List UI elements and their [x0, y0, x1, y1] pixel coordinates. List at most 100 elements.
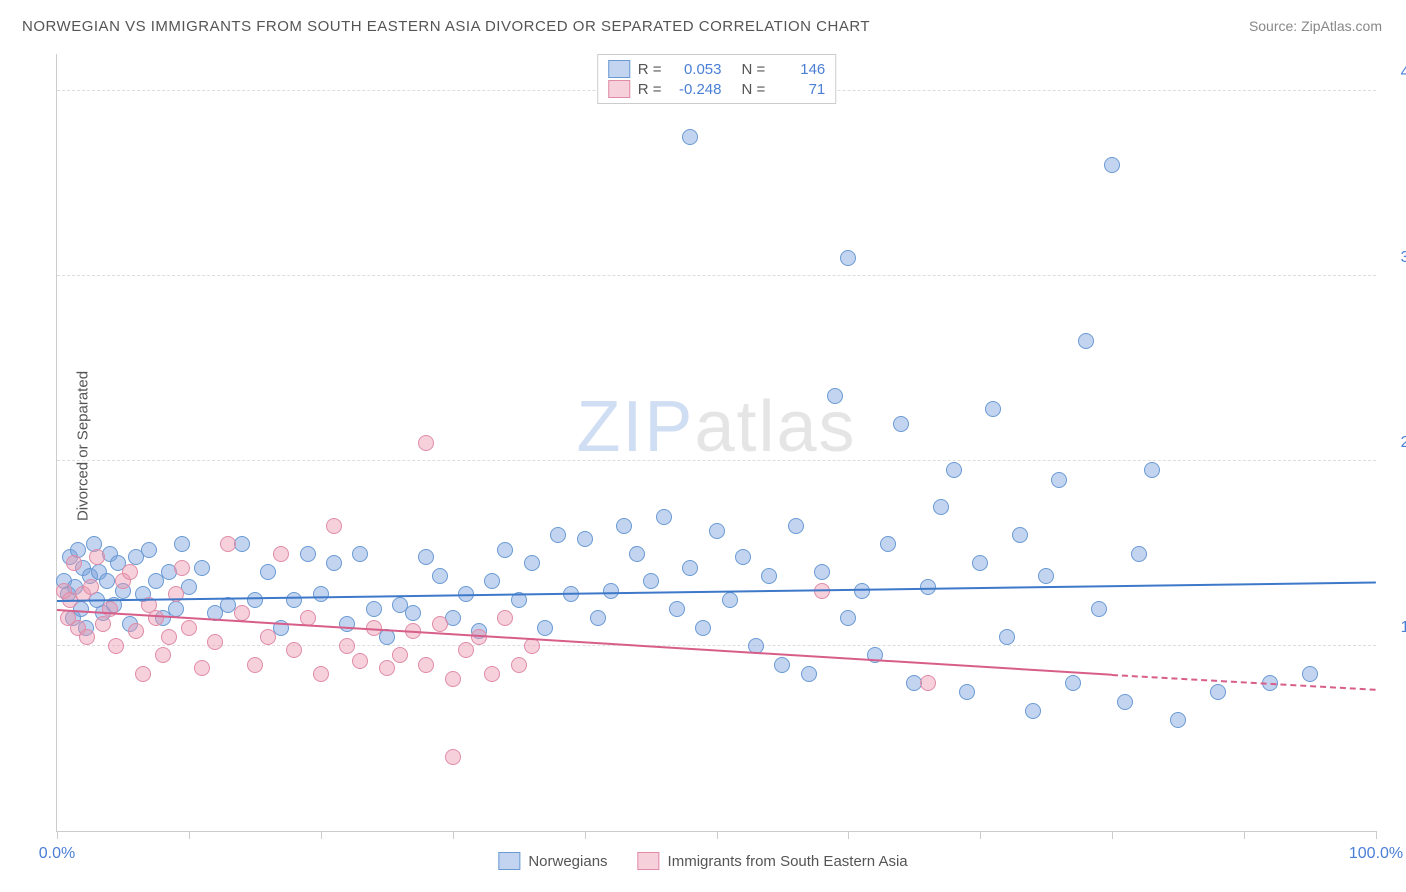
data-point — [432, 616, 448, 632]
data-point — [1065, 675, 1081, 691]
data-point — [300, 546, 316, 562]
data-point — [207, 634, 223, 650]
legend-bottom-item: Immigrants from South Eastern Asia — [638, 852, 908, 870]
trend-line — [1112, 674, 1376, 691]
data-point — [603, 583, 619, 599]
data-point — [83, 579, 99, 595]
legend-swatch — [608, 80, 630, 98]
data-point — [128, 623, 144, 639]
legend-r-value: 0.053 — [670, 61, 722, 78]
data-point — [643, 573, 659, 589]
watermark: ZIPatlas — [576, 386, 856, 468]
data-point — [99, 573, 115, 589]
x-tick-label: 100.0% — [1349, 845, 1403, 863]
data-point — [1038, 568, 1054, 584]
chart-container: NORWEGIAN VS IMMIGRANTS FROM SOUTH EASTE… — [0, 0, 1406, 892]
x-tick — [980, 831, 981, 839]
data-point — [458, 642, 474, 658]
legend-n-value: 146 — [773, 61, 825, 78]
data-point — [89, 549, 105, 565]
data-point — [300, 610, 316, 626]
data-point — [563, 586, 579, 602]
data-point — [497, 610, 513, 626]
legend-r-label: R = — [638, 81, 662, 98]
data-point — [524, 555, 540, 571]
data-point — [959, 684, 975, 700]
legend-top-row: R =0.053N =146 — [608, 59, 826, 79]
data-point — [273, 620, 289, 636]
data-point — [102, 601, 118, 617]
x-tick — [1112, 831, 1113, 839]
x-tick — [453, 831, 454, 839]
data-point — [418, 435, 434, 451]
legend-n-label: N = — [742, 81, 766, 98]
data-point — [1302, 666, 1318, 682]
data-point — [260, 564, 276, 580]
data-point — [788, 518, 804, 534]
data-point — [616, 518, 632, 534]
data-point — [1131, 546, 1147, 562]
data-point — [484, 573, 500, 589]
data-point — [669, 601, 685, 617]
data-point — [286, 592, 302, 608]
data-point — [174, 536, 190, 552]
y-tick-label: 10.0% — [1386, 619, 1406, 637]
x-tick — [585, 831, 586, 839]
gridline — [57, 645, 1376, 646]
data-point — [867, 647, 883, 663]
data-point — [840, 610, 856, 626]
data-point — [827, 388, 843, 404]
x-tick — [1244, 831, 1245, 839]
data-point — [194, 560, 210, 576]
data-point — [405, 605, 421, 621]
data-point — [854, 583, 870, 599]
legend-series-label: Norwegians — [528, 853, 607, 870]
data-point — [497, 542, 513, 558]
data-point — [629, 546, 645, 562]
data-point — [814, 583, 830, 599]
data-point — [458, 586, 474, 602]
data-point — [709, 523, 725, 539]
data-point — [577, 531, 593, 547]
data-point — [260, 629, 276, 645]
data-point — [880, 536, 896, 552]
data-point — [339, 616, 355, 632]
x-tick — [1376, 831, 1377, 839]
data-point — [511, 657, 527, 673]
legend-swatch — [608, 60, 630, 78]
legend-n-label: N = — [742, 61, 766, 78]
data-point — [893, 416, 909, 432]
data-point — [313, 666, 329, 682]
data-point — [511, 592, 527, 608]
chart-title: NORWEGIAN VS IMMIGRANTS FROM SOUTH EASTE… — [22, 18, 870, 35]
data-point — [326, 555, 342, 571]
data-point — [445, 671, 461, 687]
y-tick-label: 40.0% — [1386, 64, 1406, 82]
data-point — [174, 560, 190, 576]
data-point — [366, 601, 382, 617]
x-tick — [717, 831, 718, 839]
x-tick — [848, 831, 849, 839]
data-point — [66, 555, 82, 571]
legend-swatch — [498, 852, 520, 870]
data-point — [247, 592, 263, 608]
data-point — [155, 647, 171, 663]
data-point — [1051, 472, 1067, 488]
legend-r-value: -0.248 — [670, 81, 722, 98]
data-point — [141, 542, 157, 558]
data-point — [933, 499, 949, 515]
data-point — [339, 638, 355, 654]
data-point — [392, 647, 408, 663]
data-point — [379, 660, 395, 676]
data-point — [220, 536, 236, 552]
data-point — [920, 675, 936, 691]
y-tick-label: 30.0% — [1386, 249, 1406, 267]
data-point — [748, 638, 764, 654]
gridline — [57, 460, 1376, 461]
data-point — [445, 749, 461, 765]
data-point — [682, 129, 698, 145]
data-point — [761, 568, 777, 584]
data-point — [1117, 694, 1133, 710]
y-tick-label: 20.0% — [1386, 434, 1406, 452]
data-point — [801, 666, 817, 682]
